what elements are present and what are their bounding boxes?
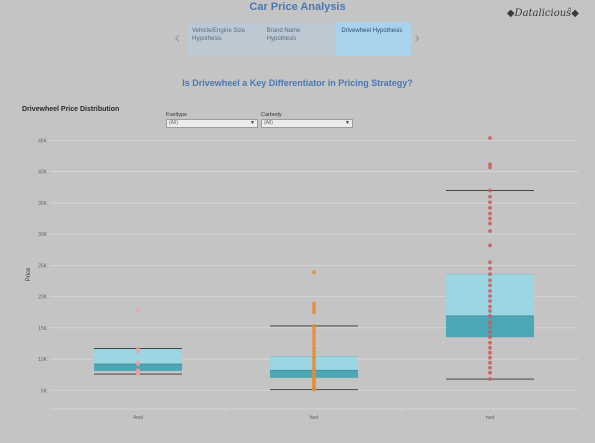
- chart-title: Drivewheel Price Distribution: [22, 106, 120, 113]
- data-point-fwd: [312, 310, 316, 315]
- y-tick-label: 20K: [38, 295, 48, 301]
- data-point-rwd: [488, 243, 492, 248]
- data-point-fwd: [312, 342, 316, 346]
- data-point-rwd: [488, 272, 492, 277]
- y-tick-label: 35K: [38, 201, 48, 207]
- data-point-4wd: [136, 368, 140, 373]
- box-lower-4wd: [94, 364, 182, 371]
- data-point-rwd: [488, 278, 492, 283]
- data-point-fwd: [312, 349, 316, 353]
- data-point-rwd: [488, 299, 492, 303]
- data-point-rwd: [488, 314, 492, 318]
- data-point-rwd: [488, 309, 492, 313]
- data-point-fwd: [312, 324, 316, 328]
- data-point-rwd: [488, 350, 492, 355]
- data-point-rwd: [488, 216, 492, 221]
- data-point-rwd: [488, 136, 492, 140]
- data-point-rwd: [488, 377, 492, 381]
- data-point-rwd: [488, 266, 492, 271]
- data-point-4wd: [136, 349, 140, 354]
- data-point-rwd: [488, 165, 492, 170]
- fueltype-filter: Fueltype (All) ▼: [166, 112, 258, 128]
- data-point-rwd: [488, 283, 492, 288]
- data-point-rwd: [488, 325, 492, 330]
- data-point-rwd: [488, 365, 492, 370]
- data-point-rwd: [488, 221, 492, 226]
- brand-logo: ◆Dataliciouŝ◆: [506, 8, 579, 19]
- data-point-rwd: [488, 206, 492, 210]
- data-point-rwd: [488, 335, 492, 340]
- data-point-rwd: [488, 294, 492, 298]
- data-point-fwd: [312, 345, 316, 350]
- data-point-fwd: [312, 301, 316, 306]
- x-tick-label: fwd: [310, 415, 319, 421]
- fueltype-select-value: (All): [169, 120, 178, 126]
- y-tick-label: 45K: [38, 138, 48, 144]
- data-point-4wd: [136, 346, 140, 351]
- carbody-filter: Carbody (All) ▼: [261, 112, 353, 128]
- data-point-rwd: [488, 289, 492, 293]
- data-point-4wd: [136, 308, 140, 313]
- data-point-rwd: [488, 320, 492, 325]
- data-point-rwd: [488, 162, 492, 167]
- data-point-fwd: [312, 332, 316, 336]
- y-tick-label: 30K: [38, 232, 48, 238]
- carbody-select-value: (All): [264, 120, 273, 126]
- y-tick-label: 25K: [38, 263, 48, 269]
- tab-vehicle-engine-size[interactable]: Vehicle/Engine Size Hypothesis: [187, 22, 262, 56]
- data-point-rwd: [488, 360, 492, 365]
- data-point-fwd: [312, 307, 316, 311]
- data-point-rwd: [488, 229, 492, 233]
- fueltype-filter-label: Fueltype: [166, 112, 188, 118]
- box-upper-4wd: [94, 348, 182, 365]
- y-tick-label: 15K: [38, 326, 48, 332]
- data-point-rwd: [488, 340, 492, 345]
- dropdown-caret-icon: ▼: [345, 120, 350, 126]
- data-point-fwd: [312, 335, 316, 340]
- data-point-rwd: [488, 260, 492, 265]
- story-tabs: Vehicle/Engine Size Hypothesis Brand Nam…: [187, 22, 412, 56]
- chevron-right-icon[interactable]: ›: [414, 28, 421, 47]
- tab-brand-name[interactable]: Brand Name Hypothesis: [261, 22, 337, 56]
- data-point-fwd: [312, 339, 316, 343]
- page-title: Car Price Analysis: [249, 1, 346, 13]
- data-point-rwd: [488, 304, 492, 309]
- data-point-rwd: [488, 330, 492, 335]
- dashboard-question: Is Drivewheel a Key Differentiator in Pr…: [182, 78, 413, 88]
- data-point-fwd: [312, 329, 316, 333]
- chevron-left-icon[interactable]: ‹: [174, 28, 181, 47]
- fueltype-select[interactable]: (All) ▼: [166, 119, 258, 128]
- data-point-fwd: [312, 270, 316, 275]
- data-point-rwd: [488, 345, 492, 350]
- data-point-rwd: [488, 200, 492, 205]
- y-tick-label: 40K: [38, 170, 48, 176]
- data-point-rwd: [488, 370, 492, 375]
- y-tick-label: 10K: [38, 357, 48, 363]
- data-point-4wd: [136, 360, 140, 365]
- data-point-rwd: [488, 211, 492, 216]
- data-point-rwd: [488, 194, 492, 199]
- x-tick-label: rwd: [486, 415, 495, 421]
- carbody-filter-label: Carbody: [261, 112, 282, 118]
- x-tick-label: 4wd: [133, 415, 143, 421]
- carbody-select[interactable]: (All) ▼: [261, 119, 353, 128]
- data-point-rwd: [488, 355, 492, 360]
- data-point-rwd: [488, 188, 492, 193]
- data-point-fwd: [312, 352, 316, 356]
- tab-drivewheel[interactable]: Drivewheel Hypothesis: [336, 22, 412, 56]
- dropdown-caret-icon: ▼: [250, 120, 255, 126]
- y-tick-label: 5K: [41, 388, 48, 394]
- y-axis-label: Price: [26, 267, 32, 281]
